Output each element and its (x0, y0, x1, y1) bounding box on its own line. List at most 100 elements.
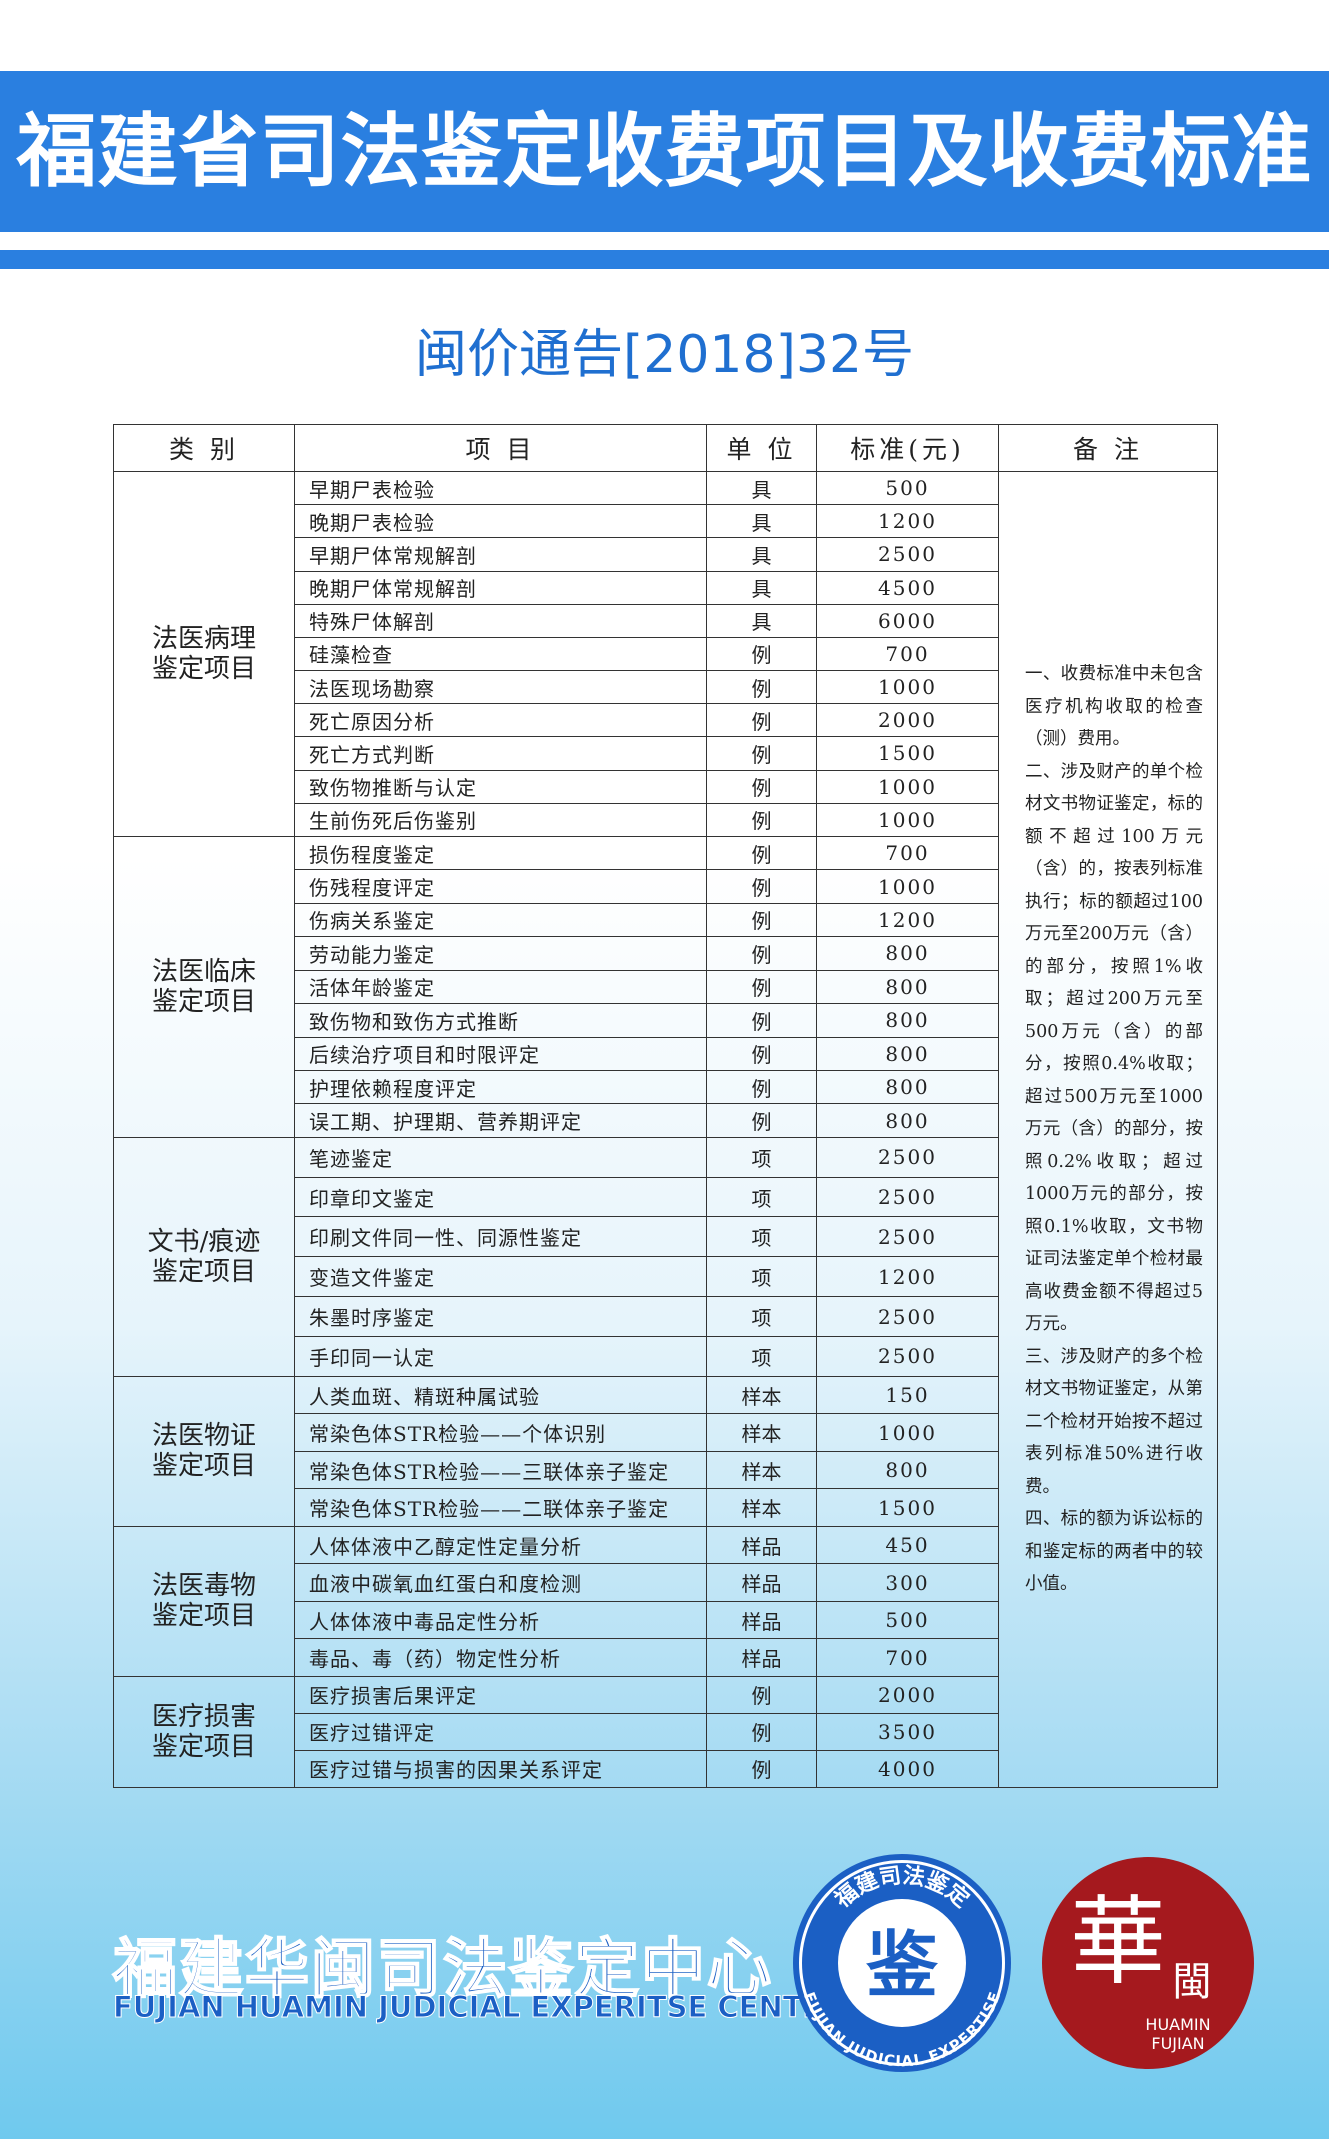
unit-cell: 项 (706, 1296, 817, 1337)
item-cell: 特殊尸体解剖 (294, 603, 707, 638)
item-cell: 人体体液中毒品定性分析 (294, 1600, 707, 1640)
item-cell: 常染色体STR检验——三联体亲子鉴定 (294, 1450, 707, 1490)
category-line: 法医毒物 (151, 1571, 256, 1602)
org-name-en: FUJIAN HUAMIN JUDICIAL EXPERITSE CENTER (113, 1990, 846, 2025)
category-line: 鉴定项目 (151, 1731, 256, 1762)
unit-cell: 例 (706, 636, 817, 672)
category-cell: 法医病理 鉴定项目 (113, 471, 295, 837)
price-cell: 2500 (816, 1136, 999, 1178)
price-cell: 500 (816, 470, 999, 506)
price-cell: 1200 (816, 902, 999, 938)
unit-cell: 例 (706, 1675, 817, 1714)
table-row: 后续治疗项目和时限评定例 800 (114, 1036, 1218, 1071)
item-cell: 早期尸体常规解剖 (294, 537, 707, 572)
item-cell: 损伤程度鉴定 (294, 835, 707, 871)
price-cell: 800 (816, 936, 999, 971)
column-header: 项 目 (294, 424, 707, 472)
header-row: 类 别项 目单 位标准(元) 备 注 (113, 424, 1218, 472)
logo1-ring-text: 福建司法鉴定 (830, 1863, 974, 1913)
table-row: 致伤物推断与认定例 1000 (114, 769, 1218, 804)
unit-cell: 例 (706, 1103, 817, 1138)
table-row: 法医病理 鉴定项目 早期尸表检验具 500 一、收费标准中未包含医疗机构收取的检查（测）… (113, 470, 1218, 1788)
unit-cell: 具 (706, 603, 817, 638)
category-line: 鉴定项目 (151, 1601, 256, 1632)
item-cell: 医疗过错与损害的因果关系评定 (294, 1749, 707, 1788)
item-cell: 误工期、护理期、营养期评定 (294, 1103, 707, 1138)
unit-cell: 例 (706, 969, 817, 1005)
unit-cell: 例 (706, 670, 817, 705)
category-line: 法医病理 (151, 623, 256, 654)
page-title: 福建省司法鉴定收费项目及收费标准 (16, 105, 1313, 198)
fee-table: 类 别项 目单 位标准(元) 备 注 法医病理 鉴定项目 早期尸表检验具 500 一、收费… (113, 424, 1218, 1788)
unit-cell: 例 (706, 736, 817, 771)
logo2-char: 華 (1070, 1886, 1166, 1998)
unit-cell: 例 (706, 1712, 817, 1751)
unit-cell: 项 (706, 1335, 817, 1377)
table-row: 特殊尸体解剖具 6000 (114, 603, 1218, 638)
column-header: 备 注 (998, 424, 1218, 472)
logo2-char2: 閩 (1172, 1959, 1212, 2005)
unit-cell: 样本 (706, 1375, 817, 1415)
item-cell: 致伤物和致伤方式推断 (294, 1003, 707, 1038)
price-cell: 1000 (816, 1413, 999, 1452)
header-band (0, 71, 1329, 232)
category-line: 鉴定项目 (151, 986, 256, 1017)
item-cell: 护理依赖程度评定 (294, 1069, 707, 1105)
item-cell: 印刷文件同一性、同源性鉴定 (294, 1216, 707, 1258)
price-cell: 2000 (816, 1675, 999, 1714)
table-row: 血液中碳氧血红蛋白和度检测 样品 300 (114, 1563, 1218, 1602)
price-cell: 800 (816, 969, 999, 1005)
price-cell: 1200 (816, 504, 999, 539)
item-cell: 人类血斑、精斑种属试验 (294, 1375, 707, 1415)
logo1-center (838, 1899, 966, 2027)
item-cell: 毒品、毒（药）物定性分析 (294, 1638, 707, 1677)
price-cell: 2000 (816, 703, 999, 738)
header-stripe (0, 250, 1329, 269)
price-cell: 1200 (816, 1256, 999, 1298)
unit-cell: 例 (706, 1749, 817, 1788)
item-cell: 医疗损害后果评定 (294, 1675, 707, 1714)
item-cell: 劳动能力鉴定 (294, 936, 707, 971)
org-name: 福建华闽司法鉴定中心 (112, 1932, 773, 2008)
table-row: 伤病关系鉴定例 1200 (114, 902, 1218, 938)
unit-cell: 例 (706, 902, 817, 938)
notes-cell: 一、收费标准中未包含医疗机构收取的检查（测）费用。二、涉及财产的单个检材文书物证… (998, 471, 1218, 1788)
price-cell: 800 (816, 1069, 999, 1105)
unit-cell: 例 (706, 1069, 817, 1105)
table-row: 常染色体STR检验——三联体亲子鉴定 样本 800 (114, 1450, 1218, 1490)
unit-cell: 样本 (706, 1488, 817, 1527)
logo1-bg (802, 1863, 1002, 2063)
item-cell: 早期尸表检验 (294, 470, 707, 506)
unit-cell: 具 (706, 504, 817, 539)
logo2-en1: HUAMIN (1145, 2015, 1210, 2034)
item-cell: 医疗过错评定 (294, 1712, 707, 1751)
item-cell: 伤残程度评定 (294, 869, 707, 904)
unit-cell: 例 (706, 1036, 817, 1071)
note: 二、涉及财产的单个检材文书物证鉴定，标的额不超过100万元（含）的，按表列标准执… (1025, 761, 1203, 1335)
table-row: 常染色体STR检验——二联体亲子鉴定 样本 1500 (114, 1488, 1218, 1527)
item-cell: 法医现场勘察 (294, 670, 707, 705)
category-line: 鉴定项目 (151, 1256, 256, 1287)
unit-cell: 样品 (706, 1600, 817, 1640)
table-row: 人体体液中毒品定性分析 样品 500 (114, 1600, 1218, 1640)
price-cell: 2500 (816, 1296, 999, 1337)
note: 一、收费标准中未包含医疗机构收取的检查（测）费用。 (1025, 664, 1203, 750)
price-cell: 4000 (816, 1749, 999, 1788)
unit-cell: 样本 (706, 1450, 817, 1490)
item-cell: 死亡方式判断 (294, 736, 707, 771)
item-cell: 朱墨时序鉴定 (294, 1296, 707, 1337)
unit-cell: 例 (706, 869, 817, 904)
unit-cell: 项 (706, 1176, 817, 1218)
table-row: 硅藻检查例 700 (114, 636, 1218, 672)
price-cell: 1000 (816, 769, 999, 804)
table-row: 医疗过错评定例 3500 (114, 1712, 1218, 1751)
price-cell: 800 (816, 1036, 999, 1071)
item-cell: 手印同一认定 (294, 1335, 707, 1377)
price-cell: 2500 (816, 1216, 999, 1258)
unit-cell: 例 (706, 1003, 817, 1038)
price-cell: 150 (816, 1375, 999, 1415)
category-line: 法医临床 (151, 956, 256, 987)
unit-cell: 样品 (706, 1638, 817, 1677)
column-header: 单 位 (706, 424, 817, 472)
